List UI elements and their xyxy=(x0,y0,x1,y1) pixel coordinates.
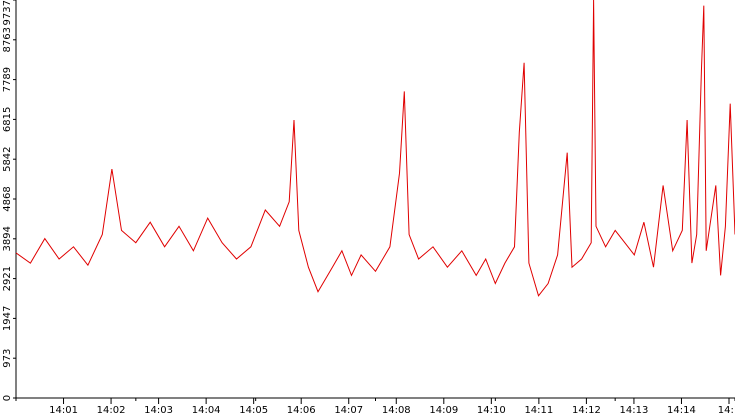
x-tick-label: 14:05 xyxy=(239,405,268,415)
x-tick-label: 14:08 xyxy=(382,405,411,415)
x-tick-label: 14:14 xyxy=(667,405,696,415)
x-tick-label: 14:07 xyxy=(334,405,363,415)
x-tick-label: 14:09 xyxy=(429,405,458,415)
series-line xyxy=(15,0,735,297)
y-tick-label: 8763 xyxy=(2,27,13,52)
x-tick-label: 14:13 xyxy=(620,405,649,415)
y-tick-label: 9737 xyxy=(2,0,13,25)
y-tick-label: 0 xyxy=(2,395,13,401)
y-tick-label: 1947 xyxy=(2,306,13,331)
y-tick-label: 3894 xyxy=(2,226,13,251)
y-axis: 0 973 1947 2921 3894 4868 5842 6815 7789 8763 9737 xyxy=(2,0,17,401)
x-tick-label: 14:01 xyxy=(49,405,78,415)
y-tick-label: 5842 xyxy=(2,146,13,171)
x-tick-label: 14:04 xyxy=(192,405,221,415)
x-tick-label: 14:10 xyxy=(477,405,506,415)
x-tick-label: 14:1 xyxy=(718,405,735,415)
x-tick-label: 14:12 xyxy=(572,405,601,415)
y-tick-label: 2921 xyxy=(2,266,13,291)
x-tick-label: 14:03 xyxy=(144,405,173,415)
x-axis: 14:01 14:02 14:03 14:04 14:05 14:06 14:07 14:08… xyxy=(15,397,735,415)
y-tick-label: 973 xyxy=(2,349,13,368)
x-tick-label: 14:02 xyxy=(97,405,126,415)
y-tick-label: 6815 xyxy=(2,107,13,132)
y-tick-label: 7789 xyxy=(2,67,13,92)
x-tick-label: 14:06 xyxy=(287,405,316,415)
series-layer xyxy=(15,0,735,297)
y-tick-label: 4868 xyxy=(2,186,13,211)
x-tick-label: 14:11 xyxy=(524,405,553,415)
